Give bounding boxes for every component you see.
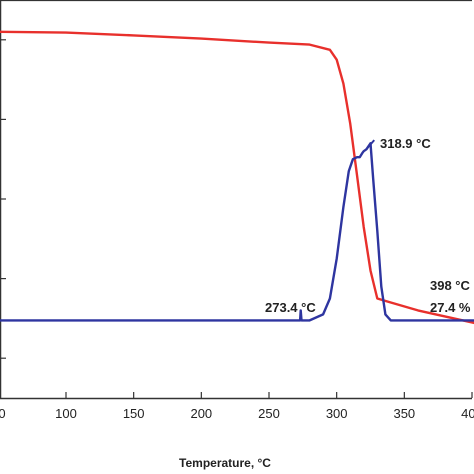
x-tick-label-200: 200: [190, 406, 212, 421]
series-line-0: [0, 30, 474, 325]
annotation-residual-mass: 27.4 %: [430, 300, 471, 315]
x-axis-title: Temperature, °C: [179, 456, 271, 470]
x-tick-label-150: 150: [123, 406, 145, 421]
x-tick-label-50: 50: [0, 406, 6, 421]
x-tick-label-400: 400: [461, 406, 474, 421]
series-line-1: [0, 142, 474, 322]
chart-axes: [0, 0, 472, 400]
x-tick-label-350: 350: [393, 406, 415, 421]
x-tick-label-250: 250: [258, 406, 280, 421]
peak-leader-line: [365, 139, 375, 150]
chart-annotations: 318.9 °C 273.4 °C 398 °C 27.4 %: [265, 136, 471, 315]
annotation-onset-temperature: 273.4 °C: [265, 300, 316, 315]
chart-ticks: 50 100 150 200 250 300 350 400: [0, 39, 474, 421]
chart-series: [0, 30, 474, 325]
annotation-final-temperature: 398 °C: [430, 278, 471, 293]
annotation-peak-temperature: 318.9 °C: [380, 136, 431, 151]
x-tick-label-300: 300: [326, 406, 348, 421]
x-tick-label-100: 100: [55, 406, 77, 421]
